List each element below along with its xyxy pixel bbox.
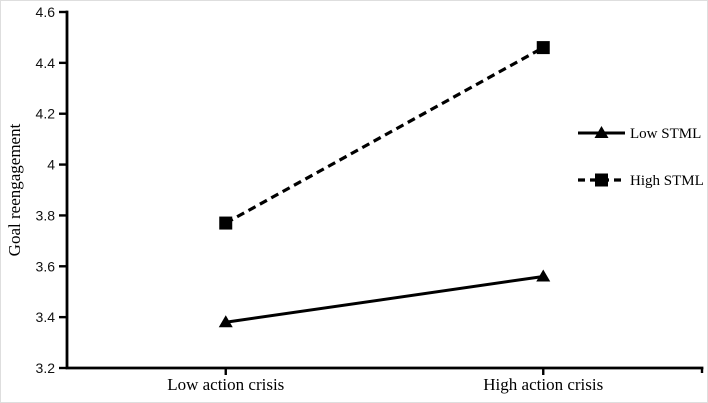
y-tick-label: 3.6 bbox=[36, 258, 56, 274]
axes bbox=[65, 10, 704, 370]
y-tick-label: 3.2 bbox=[36, 360, 56, 376]
legend-marker bbox=[594, 126, 609, 138]
series-marker-low-stml bbox=[536, 269, 551, 282]
series-marker-high-stml bbox=[536, 41, 550, 55]
legend-label: Low STML bbox=[630, 126, 701, 142]
series-line-high-stml bbox=[224, 46, 545, 225]
y-tick-label: 4.2 bbox=[36, 106, 56, 122]
series-line-low-stml bbox=[225, 274, 544, 324]
y-tick-label: 3.8 bbox=[36, 207, 56, 223]
series-marker-high-stml bbox=[219, 216, 233, 230]
x-category-label: High action crisis bbox=[483, 375, 603, 394]
y-tick-label: 4 bbox=[47, 157, 55, 173]
legend-marker bbox=[595, 173, 608, 187]
x-category-label: Low action crisis bbox=[167, 375, 284, 394]
series-marker-low-stml bbox=[218, 315, 233, 328]
legend-label: High STML bbox=[630, 173, 704, 189]
y-tick-label: 3.4 bbox=[36, 309, 56, 325]
y-tick-label: 4.4 bbox=[36, 55, 56, 71]
y-axis-title: Goal reengagement bbox=[5, 123, 24, 256]
y-tick-label: 4.6 bbox=[36, 4, 56, 20]
